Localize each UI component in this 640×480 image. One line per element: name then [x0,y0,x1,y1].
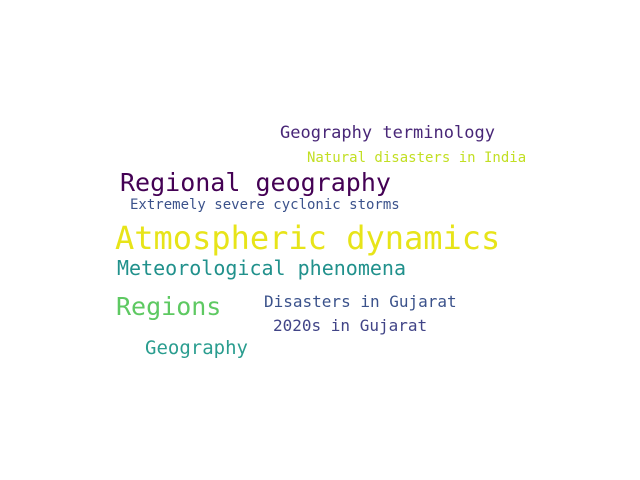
word-regional-geography: Regional geography [120,168,391,197]
word-2020s-in-gujarat: 2020s in Gujarat [273,316,428,335]
word-disasters-in-gujarat: Disasters in Gujarat [264,292,457,311]
word-atmospheric-dynamics: Atmospheric dynamics [115,219,501,257]
word-meteorological-phenomena: Meteorological phenomena [117,256,406,280]
word-natural-disasters-in-india: Natural disasters in India [307,150,527,166]
word-geography-terminology: Geography terminology [280,123,495,143]
word-geography: Geography [145,337,248,359]
word-regions: Regions [116,292,222,321]
word-extremely-severe-cyclonic-storms: Extremely severe cyclonic storms [130,197,400,213]
